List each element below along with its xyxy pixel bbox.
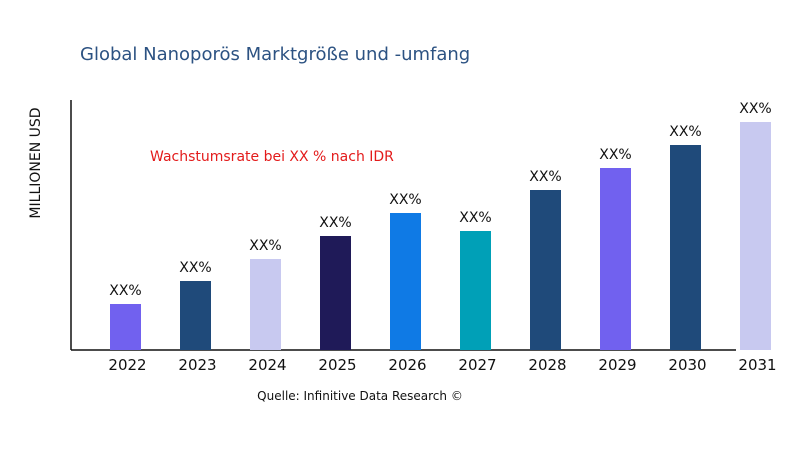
data-label-2026: XX% (389, 192, 421, 208)
chart-title: Global Nanoporös Marktgröße und -umfang (80, 44, 470, 65)
x-tick-2030: 2030 (668, 356, 706, 374)
bar-2029 (600, 168, 631, 350)
data-label-2029: XX% (599, 147, 631, 163)
x-tick-2026: 2026 (388, 356, 426, 374)
bar-2024 (250, 259, 281, 350)
x-tick-2027: 2027 (458, 356, 496, 374)
x-tick-2023: 2023 (178, 356, 216, 374)
x-tick-2025: 2025 (318, 356, 356, 374)
bar-2030 (670, 145, 701, 350)
bar-2025 (320, 236, 351, 350)
x-tick-2029: 2029 (598, 356, 636, 374)
bar-2027 (460, 231, 491, 350)
data-label-2031: XX% (739, 101, 771, 117)
bar-2031 (740, 122, 771, 350)
x-tick-2031: 2031 (738, 356, 776, 374)
x-tick-2028: 2028 (528, 356, 566, 374)
bar-2028 (530, 190, 561, 350)
growth-annotation: Wachstumsrate bei XX % nach IDR (150, 149, 394, 165)
data-label-2023: XX% (179, 260, 211, 276)
data-label-2022: XX% (109, 283, 141, 299)
source-note: Quelle: Infinitive Data Research © (257, 389, 463, 403)
y-axis-label: MILLIONEN USD (28, 107, 44, 218)
x-tick-2022: 2022 (108, 356, 146, 374)
data-label-2030: XX% (669, 124, 701, 140)
bar-2026 (390, 213, 421, 350)
data-label-2027: XX% (459, 210, 491, 226)
bar-2022 (110, 304, 141, 350)
bar-2023 (180, 281, 211, 350)
x-tick-2024: 2024 (248, 356, 286, 374)
data-label-2028: XX% (529, 169, 561, 185)
data-label-2025: XX% (319, 215, 351, 231)
data-label-2024: XX% (249, 238, 281, 254)
